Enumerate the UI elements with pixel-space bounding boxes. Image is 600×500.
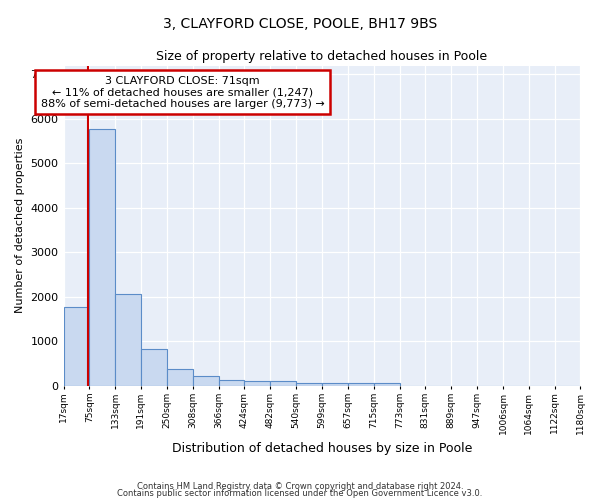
Text: 3 CLAYFORD CLOSE: 71sqm
← 11% of detached houses are smaller (1,247)
88% of semi: 3 CLAYFORD CLOSE: 71sqm ← 11% of detache… — [41, 76, 325, 109]
Bar — [115, 294, 141, 386]
Bar — [89, 129, 115, 386]
Bar — [193, 376, 218, 386]
Bar — [64, 307, 89, 386]
Bar — [244, 381, 270, 386]
X-axis label: Distribution of detached houses by size in Poole: Distribution of detached houses by size … — [172, 442, 472, 455]
Bar — [141, 350, 167, 386]
Bar — [167, 370, 193, 386]
Text: 3, CLAYFORD CLOSE, POOLE, BH17 9BS: 3, CLAYFORD CLOSE, POOLE, BH17 9BS — [163, 18, 437, 32]
Y-axis label: Number of detached properties: Number of detached properties — [15, 138, 25, 314]
Text: Contains public sector information licensed under the Open Government Licence v3: Contains public sector information licen… — [118, 490, 482, 498]
Bar — [374, 382, 400, 386]
Title: Size of property relative to detached houses in Poole: Size of property relative to detached ho… — [157, 50, 488, 63]
Bar — [322, 384, 348, 386]
Bar — [348, 384, 374, 386]
Bar — [270, 381, 296, 386]
Bar — [296, 382, 322, 386]
Bar — [218, 380, 244, 386]
Text: Contains HM Land Registry data © Crown copyright and database right 2024.: Contains HM Land Registry data © Crown c… — [137, 482, 463, 491]
